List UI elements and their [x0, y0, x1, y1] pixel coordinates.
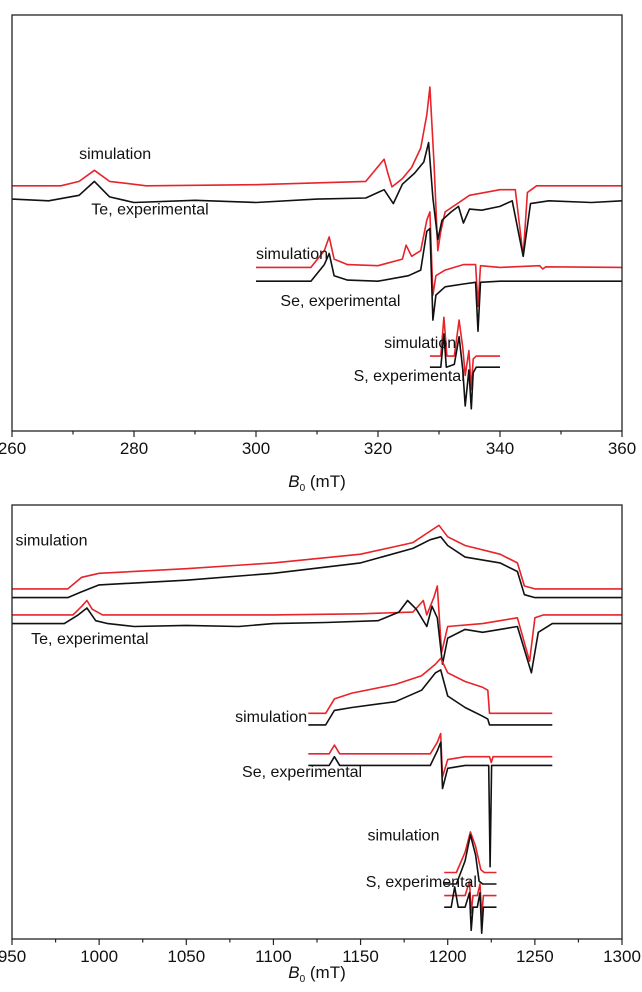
x-tick-label: 1050	[167, 947, 205, 966]
simulation-label: simulation	[368, 828, 440, 845]
simulation-label: simulation	[15, 533, 87, 550]
experimental-label: Se, experimental	[242, 764, 362, 781]
s-experimental-trace	[444, 887, 496, 933]
experimental-label: S, experimental	[366, 874, 477, 891]
x-tick-label: 1250	[516, 947, 554, 966]
te-simulation-trace	[12, 87, 622, 256]
x-tick-label: 1300	[603, 947, 641, 966]
te-simulation-trace	[12, 586, 622, 661]
x-axis-label: B0 (mT)	[288, 472, 346, 494]
top-spectrum-panel: 260 280 300 320 340 360 B0 (mT) simulation Te, e…	[0, 15, 636, 494]
x-tick-label: 1150	[342, 947, 379, 966]
plot-frame	[12, 15, 622, 431]
simulation-label: simulation	[384, 335, 456, 352]
experimental-label: S, experimental	[354, 368, 465, 385]
experimental-label: Se, experimental	[280, 293, 400, 310]
x-tick-label: 300	[242, 439, 270, 458]
se-simulation-trace	[308, 658, 552, 713]
simulation-label: simulation	[256, 246, 328, 263]
simulation-label: simulation	[235, 709, 307, 726]
experimental-label: Te, experimental	[91, 202, 208, 219]
plot-frame	[12, 505, 622, 939]
x-tick-label: 340	[486, 439, 514, 458]
x-tick-label: 1100	[255, 947, 292, 966]
simulation-label: simulation	[79, 146, 151, 163]
x-tick-label: 1000	[80, 947, 118, 966]
x-tick-label: 360	[608, 439, 636, 458]
se-experimental-trace	[308, 742, 552, 866]
x-tick-label: 1200	[429, 947, 467, 966]
x-tick-label: 320	[364, 439, 392, 458]
x-tick-label: 260	[0, 439, 26, 458]
te-simulation-trace	[12, 525, 622, 589]
x-tick-label: 280	[120, 439, 148, 458]
bottom-spectrum-panel: 950 1000 1050 1100 1150 1200 1250 1300 B0 (mT) si…	[0, 505, 641, 985]
x-axis-label: B0 (mT)	[288, 963, 346, 985]
x-tick-label: 950	[0, 947, 26, 966]
se-experimental-trace	[308, 670, 552, 725]
experimental-label: Te, experimental	[31, 631, 148, 648]
